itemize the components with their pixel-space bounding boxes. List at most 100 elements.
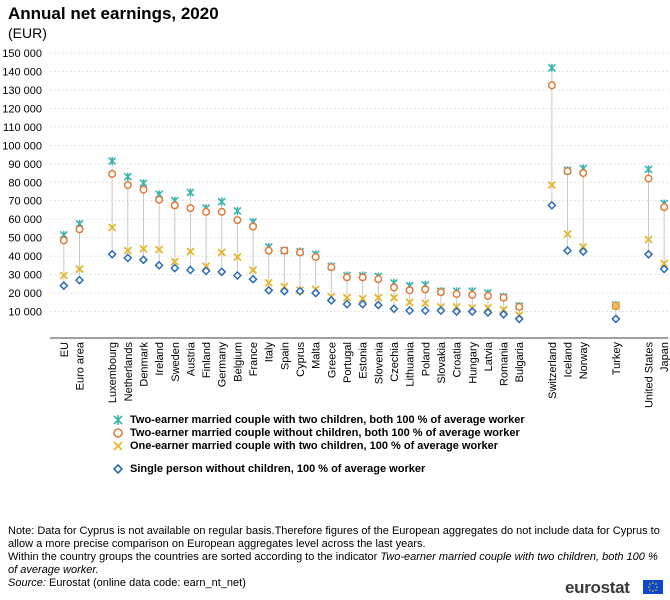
x-tick-label: Lithuania xyxy=(405,341,417,387)
legend-label: Single person without children, 100 % of… xyxy=(130,463,426,475)
data-point-star xyxy=(644,165,653,174)
data-point-cross xyxy=(233,252,242,262)
data-point-cross xyxy=(563,229,572,239)
data-point-star xyxy=(108,156,117,166)
x-tick-label: Spain xyxy=(279,342,291,370)
data-point-circle xyxy=(579,168,588,178)
data-point-cross xyxy=(389,293,399,302)
data-point-cross xyxy=(186,247,195,256)
y-tick-label: 10 000 xyxy=(8,307,42,319)
x-tick-label: Germany xyxy=(217,342,229,388)
data-point-diamond xyxy=(358,299,368,309)
data-point-circle xyxy=(483,291,492,300)
legend: Two-earner married couple with two child… xyxy=(112,414,542,476)
data-point-star xyxy=(547,63,556,72)
data-point-diamond xyxy=(373,300,383,310)
data-point-circle xyxy=(280,246,289,255)
data-point-circle xyxy=(155,195,164,204)
data-point-cross xyxy=(75,264,84,274)
x-tick-label: Turkey xyxy=(611,342,623,376)
chart-area: 150 000 140 000 130 000 120 000 110 000 100 0… xyxy=(2,48,670,409)
x-tick-label: United States xyxy=(644,342,656,409)
data-point-cross xyxy=(579,242,588,252)
legend-label: One-earner married couple with two child… xyxy=(130,440,499,452)
x-tick-label: Austria xyxy=(185,341,197,376)
data-point-circle xyxy=(515,302,524,311)
data-point-diamond xyxy=(74,275,85,285)
data-point-diamond xyxy=(643,249,654,259)
x-tick-label: Norway xyxy=(578,342,590,380)
y-tick-label: 120 000 xyxy=(2,103,42,115)
data-point-cross xyxy=(358,294,367,303)
data-point-circle xyxy=(436,288,445,297)
y-tick-label: 60 000 xyxy=(8,214,42,226)
data-point-diamond xyxy=(232,270,242,281)
x-tick-label: Switzerland xyxy=(547,342,559,399)
data-point-star xyxy=(186,188,195,197)
data-point-diamond xyxy=(59,281,69,291)
x-tick-label: Malta xyxy=(311,341,323,369)
data-point-diamond xyxy=(217,267,227,277)
data-point-circle xyxy=(311,253,320,262)
data-point-diamond xyxy=(467,306,477,317)
data-point-cross xyxy=(499,305,508,314)
diamond-marker-icon xyxy=(112,463,124,475)
legend-item-two-earner-children: Two-earner married couple with two child… xyxy=(112,414,542,427)
data-point-diamond xyxy=(562,246,573,256)
data-point-circle xyxy=(249,222,258,231)
x-tick-label: Portugal xyxy=(342,342,354,383)
eurostat-logo: eurostat xyxy=(565,578,663,597)
note-text: Note: Data for Cyprus is not available o… xyxy=(8,525,660,550)
data-point-diamond xyxy=(138,255,149,265)
x-tick-label: Sweden xyxy=(170,342,182,382)
y-tick-label: 110 000 xyxy=(3,122,42,134)
data-point-diamond xyxy=(123,253,133,263)
data-point-diamond xyxy=(342,299,352,309)
data-point-circle xyxy=(547,81,556,90)
x-tick-label: Cyprus xyxy=(295,342,307,377)
y-tick-label: 140 000 xyxy=(2,66,42,78)
data-point-diamond xyxy=(326,295,336,306)
data-point-circle xyxy=(217,207,226,216)
source-label: Source: xyxy=(8,577,46,589)
data-point-circle xyxy=(374,275,383,284)
data-point-circle xyxy=(170,201,179,210)
legend-label: Two-earner married couple with two child… xyxy=(130,414,525,426)
legend-item-two-earner-no-children: Two-earner married couple without childr… xyxy=(112,427,542,440)
eu-flag-icon xyxy=(643,580,663,594)
data-point-circle xyxy=(405,286,414,295)
x-tick-label: France xyxy=(248,342,260,376)
data-point-circle xyxy=(186,204,195,213)
data-point-cross xyxy=(108,223,117,232)
legend-item-one-earner: One-earner married couple with two child… xyxy=(112,440,542,453)
data-point-circle xyxy=(327,263,336,272)
data-point-cross xyxy=(660,259,669,268)
x-tick-label: Bulgaria xyxy=(514,341,526,382)
data-point-diamond xyxy=(547,200,557,210)
data-point-cross xyxy=(342,293,352,302)
data-point-diamond xyxy=(514,314,524,324)
data-point-circle xyxy=(468,290,477,299)
star-marker-icon xyxy=(113,415,123,425)
y-tick-label: 70 000 xyxy=(8,196,42,208)
data-point-diamond xyxy=(483,307,493,318)
x-tick-label: Luxembourg xyxy=(107,342,119,403)
data-point-cross xyxy=(217,248,226,257)
x-tick-label: EU xyxy=(59,342,71,357)
x-tick-label: Hungary xyxy=(467,342,479,384)
data-point-diamond xyxy=(107,249,117,259)
data-point-circle xyxy=(59,236,68,245)
data-point-diamond xyxy=(405,306,415,316)
data-point-cross xyxy=(405,298,414,307)
x-tick-label: Netherlands xyxy=(123,342,135,402)
data-point-cross xyxy=(201,262,211,271)
y-tick-label: 50 000 xyxy=(8,233,42,245)
y-tick-label: 30 000 xyxy=(8,270,42,282)
data-point-cross xyxy=(123,246,132,255)
chart-subtitle: (EUR) xyxy=(8,25,47,41)
x-tick-label: Euro area xyxy=(74,341,86,390)
x-tick-label: Estonia xyxy=(358,341,370,379)
chart-title: Annual net earnings, 2020 xyxy=(8,4,219,23)
data-point-cross xyxy=(644,235,653,244)
y-tick-label: 150 000 xyxy=(2,48,42,60)
